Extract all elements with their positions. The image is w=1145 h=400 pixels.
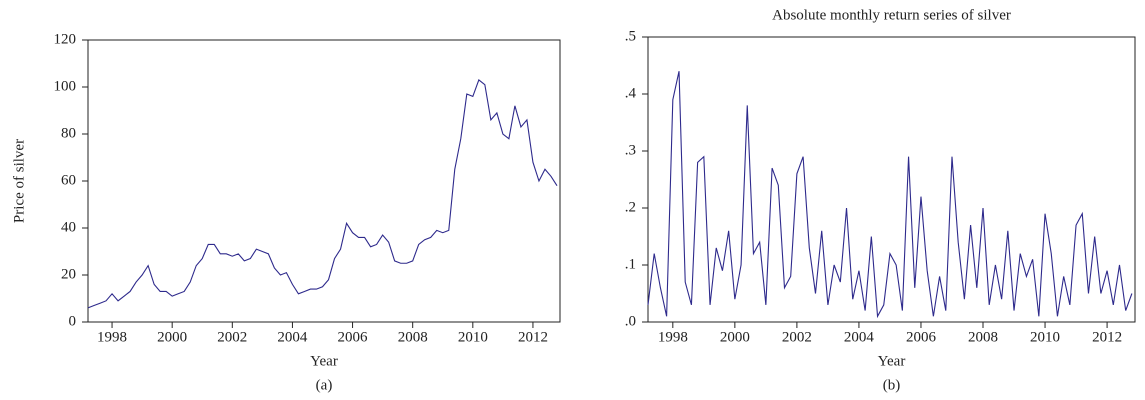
x-tick-label: 2000 — [720, 329, 750, 345]
y-tick-label: .5 — [625, 28, 636, 44]
y-tick-label: 60 — [61, 172, 76, 188]
y-tick-label: 120 — [54, 31, 77, 47]
y-tick-label: 80 — [61, 125, 76, 141]
y-tick-label: 40 — [61, 219, 76, 235]
plot-frame — [87, 39, 561, 323]
x-tick-label: 2002 — [782, 329, 812, 345]
x-axis-label: Year — [878, 353, 906, 369]
x-tick-label: 2000 — [157, 329, 187, 345]
x-tick-label: 1998 — [658, 329, 688, 345]
x-tick-label: 2002 — [217, 329, 247, 345]
y-tick-label: .2 — [625, 199, 636, 215]
x-tick-label: 2004 — [844, 329, 875, 345]
plot-frame — [647, 36, 1136, 323]
data-line — [87, 79, 558, 309]
panel-caption: (a) — [316, 377, 333, 393]
x-tick-label: 2008 — [398, 329, 428, 345]
x-tick-label: 2004 — [277, 329, 308, 345]
x-axis-label: Year — [310, 353, 338, 369]
x-tick-label: 2006 — [906, 329, 937, 345]
x-tick-label: 2006 — [338, 329, 369, 345]
y-tick-label: .3 — [625, 142, 636, 158]
data-line — [647, 71, 1133, 319]
y-tick-label: .4 — [625, 85, 637, 101]
x-tick-label: 1998 — [97, 329, 127, 345]
y-tick-label: 0 — [69, 313, 77, 329]
x-tick-label: 2008 — [968, 329, 998, 345]
x-tick-label: 2012 — [1092, 329, 1122, 345]
chart-title: Absolute monthly return series of silver — [772, 7, 1011, 23]
y-tick-label: .0 — [625, 313, 636, 329]
x-tick-label: 2010 — [1030, 329, 1060, 345]
panel-caption: (b) — [883, 377, 901, 393]
y-tick-label: 100 — [54, 78, 77, 94]
y-tick-label: 20 — [61, 266, 76, 282]
y-tick-label: .1 — [625, 256, 636, 272]
y-axis-label: Price of silver — [11, 139, 27, 223]
x-tick-label: 2010 — [458, 329, 488, 345]
x-tick-label: 2012 — [518, 329, 548, 345]
